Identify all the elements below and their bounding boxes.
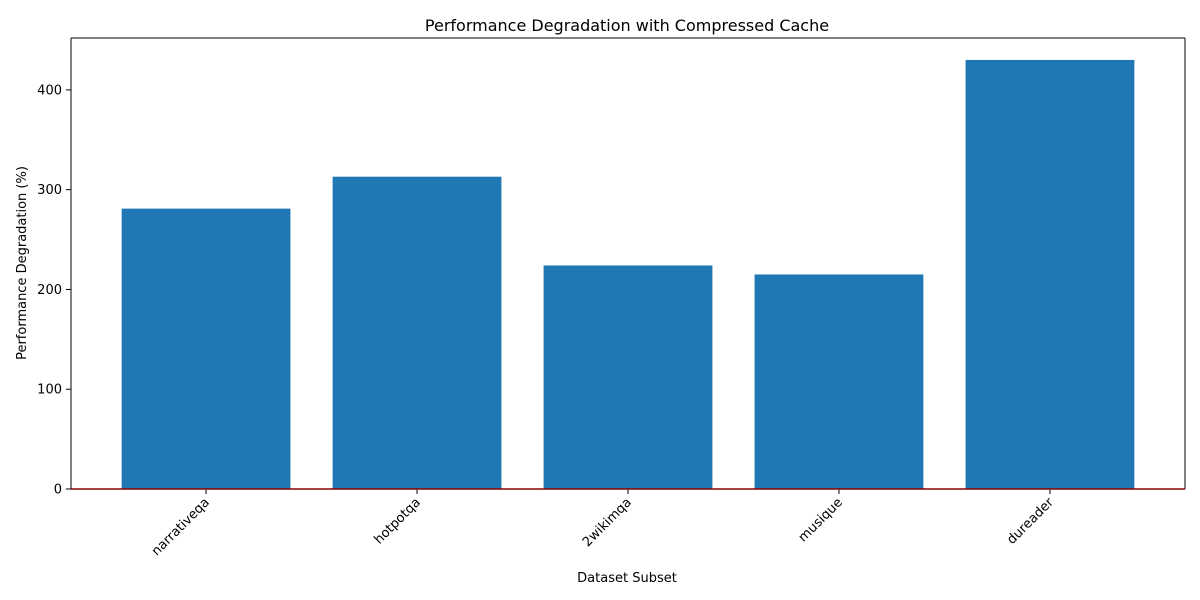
x-tick-label: 2wikimqa xyxy=(580,495,635,550)
plot-area: 0 100 200 300 400 narrativeqa hotpotqa 2wikimqa… xyxy=(37,37,1186,559)
bar-musique xyxy=(754,274,924,489)
x-tick-label: narrativeqa xyxy=(149,495,213,559)
chart-title: Performance Degradation with Compressed … xyxy=(425,16,829,35)
bar-hotpotqa xyxy=(332,176,502,489)
y-tick-label: 300 xyxy=(37,183,62,198)
bar-2wikimqa xyxy=(543,265,713,489)
y-tick-label: 200 xyxy=(37,283,62,298)
x-axis-label: Dataset Subset xyxy=(577,571,677,586)
y-tick-label: 100 xyxy=(37,383,62,398)
y-tick-label: 0 xyxy=(54,483,62,498)
x-tick-label: musique xyxy=(796,495,846,545)
y-axis-label: Performance Degradation (%) xyxy=(15,166,30,360)
y-tick-label: 400 xyxy=(37,83,62,98)
bar-dureader xyxy=(965,59,1135,490)
bar-narrativeqa xyxy=(121,208,291,489)
x-tick-label: hotpotqa xyxy=(372,495,424,547)
x-tick-label: dureader xyxy=(1004,495,1057,548)
